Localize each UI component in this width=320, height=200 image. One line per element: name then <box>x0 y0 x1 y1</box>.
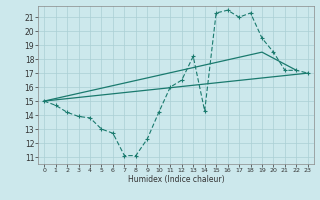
X-axis label: Humidex (Indice chaleur): Humidex (Indice chaleur) <box>128 175 224 184</box>
